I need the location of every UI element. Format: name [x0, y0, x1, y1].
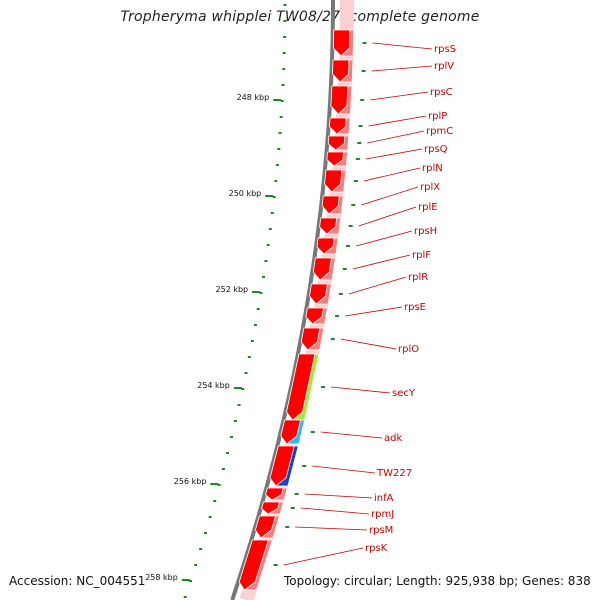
ruler-label: 248 kbp: [237, 93, 270, 102]
cds-arrow: [269, 445, 295, 487]
leader-line: [355, 230, 413, 247]
topology-text: Topology: circular; Length: 925,938 bp; …: [280, 574, 591, 588]
gene-label: adk: [384, 433, 402, 444]
leader-line: [320, 431, 383, 439]
leader-line: [361, 186, 419, 206]
ruler-label: 256 kbp: [174, 477, 207, 486]
ruler-label: 258 kbp: [145, 573, 178, 582]
gene-label: rplP: [428, 111, 447, 122]
backbone-line: [230, 0, 335, 600]
leader-line: [363, 167, 421, 182]
leader-line: [358, 206, 417, 227]
ruler-label: 254 kbp: [197, 381, 230, 390]
cds-ring: [238, 29, 351, 591]
cds-arrow: [321, 195, 340, 215]
leader-line: [344, 306, 403, 317]
gene-label: rpmJ: [371, 509, 394, 520]
gene-label: rplE: [418, 202, 438, 213]
gene-label: rpsC: [430, 87, 453, 98]
gene-label: rpsE: [404, 302, 426, 313]
cds-arrow: [286, 353, 316, 421]
gene-label: rplV: [434, 61, 454, 72]
leader-line: [283, 547, 364, 566]
ruler-label: 252 kbp: [216, 285, 249, 294]
leader-line: [367, 130, 425, 144]
gene-label: rpsS: [434, 44, 456, 55]
cds-arrow: [316, 237, 335, 255]
cds-arrow: [280, 419, 302, 445]
map-title: Tropheryma whipplei TW08/27, complete ge…: [120, 9, 480, 25]
gene-label: rplO: [398, 344, 419, 355]
leader-line: [365, 148, 423, 160]
gene-label: rpsK: [365, 543, 388, 554]
leader-line: [371, 65, 433, 72]
gene-label: secY: [392, 388, 416, 399]
cds-arrow: [254, 515, 276, 539]
cds-arrow: [326, 151, 344, 167]
label-leaders: [273, 42, 433, 566]
gene-label: infA: [374, 493, 394, 504]
leader-line: [304, 493, 373, 499]
cds-arrow: [265, 487, 284, 501]
leader-line: [331, 386, 391, 394]
genome-backbone: [230, 0, 335, 600]
cds-arrow: [238, 539, 269, 591]
leader-line: [372, 42, 433, 50]
gene-label: rpmC: [426, 126, 453, 137]
gene-label: TW227: [376, 468, 412, 479]
leader-line: [295, 526, 368, 531]
gene-label: rplN: [422, 163, 443, 174]
cds-arrow: [300, 327, 321, 351]
cds-arrow: [319, 217, 338, 235]
cds-arrow: [329, 117, 347, 135]
leader-line: [340, 338, 397, 350]
gene-label: rplX: [420, 182, 440, 193]
leader-line: [352, 254, 411, 270]
cds-arrow: [309, 283, 328, 305]
gene-label: rpsM: [369, 525, 393, 536]
gene-labels: rpsS rplV rpsC rplP rpmC rpsQ rplN rplX rplE rpsH…: [365, 44, 456, 554]
cds-arrow: [330, 85, 349, 115]
leader-line: [368, 115, 427, 127]
leader-line: [370, 91, 429, 101]
gene-label: rpsQ: [424, 144, 448, 155]
leader-line: [348, 276, 407, 295]
leader-line: [312, 465, 376, 474]
ruler-label: 250 kbp: [229, 189, 262, 198]
leader-line: [300, 507, 370, 515]
cds-arrow: [327, 135, 346, 151]
gene-label: rplR: [408, 272, 428, 283]
cds-arrow: [312, 257, 332, 281]
gene-label: rpsH: [414, 226, 437, 237]
cds-arrow: [332, 29, 351, 57]
cds-arrow: [261, 501, 280, 515]
cds-arrow: [305, 307, 324, 325]
gene-label: rplF: [412, 250, 431, 261]
kbp-ruler: 248 kbp 250 kbp 252 kbp 254 kbp 256 kbp 258 k…: [145, 4, 287, 598]
cds-arrow: [324, 169, 343, 193]
accession-text: Accession: NC_004551: [9, 574, 146, 588]
cds-arrow: [332, 59, 350, 83]
